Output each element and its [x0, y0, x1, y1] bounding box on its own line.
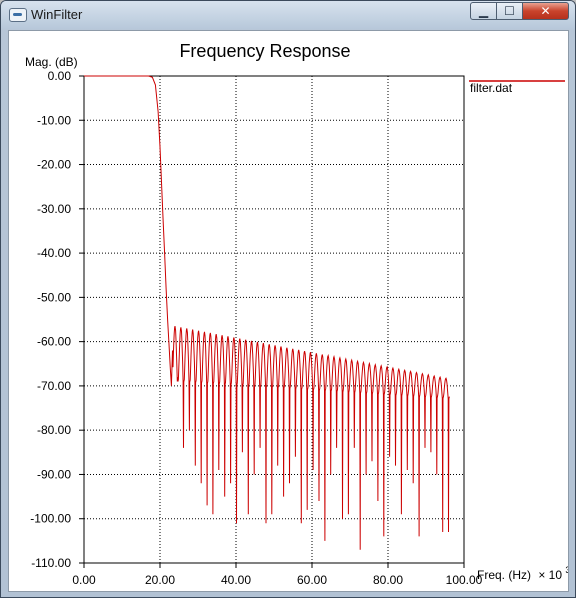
y-axis: 0.00 -10.00 -20.00 -30.00 -40.00 -50.00 -60.00… [30, 69, 84, 570]
x-tick-label: 60.00 [297, 573, 327, 587]
y-tick-label: -60.00 [37, 335, 71, 349]
y-tick-label: -90.00 [37, 467, 71, 481]
x-axis-label-text: Freq. (Hz) [477, 568, 531, 582]
window-title: WinFilter [31, 7, 83, 22]
y-tick-label: -40.00 [37, 246, 71, 260]
chart-title: Frequency Response [179, 41, 350, 61]
y-tick-label: -80.00 [37, 423, 71, 437]
x-tick-label: 80.00 [373, 573, 403, 587]
legend-label-filter-dat: filter.dat [470, 81, 513, 95]
series-line-filter-dat [84, 75, 450, 550]
y-tick-label: -100.00 [30, 512, 71, 526]
y-tick-label: -50.00 [37, 290, 71, 304]
y-tick-label: -70.00 [37, 379, 71, 393]
x-axis-unit-multiplier: × 10 [538, 568, 562, 582]
y-tick-label: 0.00 [48, 69, 72, 83]
y-axis-label: Mag. (dB) [25, 55, 78, 69]
plot-frame [83, 75, 465, 564]
x-axis-unit-exponent: 3 [565, 565, 568, 575]
legend: filter.dat [469, 80, 565, 95]
frequency-response-chart: Frequency Response Mag. (dB) 0.00 -10.00 -… [9, 31, 568, 591]
chart-background [9, 31, 568, 591]
x-tick-label: 40.00 [221, 573, 251, 587]
x-tick-label: 0.00 [72, 573, 96, 587]
y-tick-label: -10.00 [37, 113, 71, 127]
minimize-button[interactable]: ▁ [470, 2, 497, 20]
x-tick-label: 20.00 [145, 573, 175, 587]
y-tick-label: -30.00 [37, 202, 71, 216]
title-bar[interactable]: WinFilter ▁ ☐ ✕ [1, 1, 575, 29]
app-icon[interactable] [9, 8, 27, 22]
y-tick-label: -110.00 [31, 556, 71, 570]
chart-area: Frequency Response Mag. (dB) 0.00 -10.00 -… [8, 30, 569, 592]
x-tick-label: 100.00 [446, 573, 483, 587]
x-axis-label: Freq. (Hz) × 10 3 [477, 565, 568, 582]
maximize-button[interactable]: ☐ [496, 2, 523, 20]
x-axis: 0.00 20.00 40.00 60.00 80.00 100.00 [72, 563, 483, 587]
y-tick-label: -20.00 [37, 158, 71, 172]
close-button[interactable]: ✕ [522, 2, 569, 20]
